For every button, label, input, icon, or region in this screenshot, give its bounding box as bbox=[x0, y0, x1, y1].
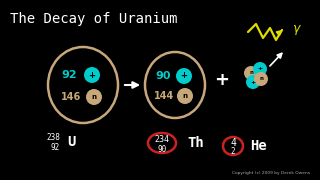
Text: 92: 92 bbox=[51, 143, 60, 152]
Text: Copyright (c) 2009 by Derek Owens: Copyright (c) 2009 by Derek Owens bbox=[232, 171, 310, 175]
Ellipse shape bbox=[246, 75, 260, 89]
Text: 90: 90 bbox=[157, 145, 167, 154]
Text: 90: 90 bbox=[155, 71, 171, 81]
Text: n: n bbox=[249, 71, 253, 75]
Ellipse shape bbox=[177, 88, 193, 104]
Text: Th: Th bbox=[187, 136, 204, 150]
Ellipse shape bbox=[84, 67, 100, 83]
Text: +: + bbox=[250, 80, 256, 84]
Ellipse shape bbox=[244, 66, 258, 80]
Text: 234: 234 bbox=[155, 134, 170, 143]
Ellipse shape bbox=[253, 62, 267, 76]
Text: He: He bbox=[250, 139, 267, 153]
Text: n: n bbox=[92, 94, 97, 100]
Text: 4: 4 bbox=[230, 138, 236, 148]
Text: U: U bbox=[67, 135, 76, 149]
Ellipse shape bbox=[176, 68, 192, 84]
Text: 2: 2 bbox=[231, 147, 235, 156]
Text: 238: 238 bbox=[46, 132, 60, 141]
Text: 146: 146 bbox=[61, 92, 81, 102]
Text: $\gamma$: $\gamma$ bbox=[292, 23, 302, 37]
Text: The Decay of Uranium: The Decay of Uranium bbox=[10, 12, 178, 26]
Text: 92: 92 bbox=[61, 70, 77, 80]
Ellipse shape bbox=[254, 72, 268, 86]
Text: +: + bbox=[180, 71, 188, 80]
Ellipse shape bbox=[86, 89, 102, 105]
Text: 144: 144 bbox=[154, 91, 174, 101]
Text: +: + bbox=[214, 71, 229, 89]
Text: +: + bbox=[89, 71, 95, 80]
Text: n: n bbox=[182, 93, 188, 99]
Text: n: n bbox=[259, 76, 263, 82]
Text: +: + bbox=[257, 66, 263, 71]
